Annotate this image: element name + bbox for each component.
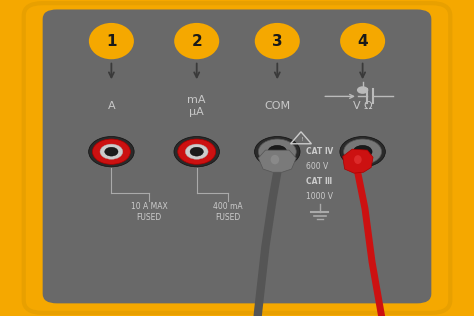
Polygon shape xyxy=(343,149,373,173)
Text: A: A xyxy=(108,101,115,111)
Circle shape xyxy=(100,144,123,159)
Text: 600 V: 600 V xyxy=(306,162,328,171)
Text: !: ! xyxy=(300,137,302,142)
Circle shape xyxy=(258,139,296,164)
Text: 2: 2 xyxy=(191,33,202,49)
Circle shape xyxy=(344,139,382,164)
FancyBboxPatch shape xyxy=(24,3,450,313)
Circle shape xyxy=(89,137,134,167)
Text: 3: 3 xyxy=(272,33,283,49)
Text: mA
μA: mA μA xyxy=(187,95,206,117)
FancyBboxPatch shape xyxy=(43,9,431,303)
Text: CAT Ⅲ: CAT Ⅲ xyxy=(306,177,332,186)
Circle shape xyxy=(185,144,208,159)
Text: 400 mA
FUSED: 400 mA FUSED xyxy=(213,202,242,222)
Circle shape xyxy=(190,147,203,156)
Ellipse shape xyxy=(340,23,385,59)
Text: 10 A MAX
FUSED: 10 A MAX FUSED xyxy=(131,202,168,222)
Circle shape xyxy=(174,137,219,167)
Text: CAT Ⅳ: CAT Ⅳ xyxy=(306,147,333,156)
Text: 4: 4 xyxy=(357,33,368,49)
Circle shape xyxy=(178,139,216,164)
Text: 1000 V: 1000 V xyxy=(306,192,333,201)
Ellipse shape xyxy=(354,155,362,164)
Text: V Ω: V Ω xyxy=(353,101,373,111)
Text: COM: COM xyxy=(264,101,291,111)
Ellipse shape xyxy=(89,23,134,59)
Ellipse shape xyxy=(174,23,219,59)
Circle shape xyxy=(92,139,130,164)
Circle shape xyxy=(357,86,368,94)
Circle shape xyxy=(255,137,300,167)
Polygon shape xyxy=(258,150,296,172)
Text: 1: 1 xyxy=(106,33,117,49)
Ellipse shape xyxy=(271,155,279,164)
Circle shape xyxy=(268,145,287,158)
Circle shape xyxy=(340,137,385,167)
Circle shape xyxy=(353,145,372,158)
Circle shape xyxy=(105,147,118,156)
Ellipse shape xyxy=(255,23,300,59)
